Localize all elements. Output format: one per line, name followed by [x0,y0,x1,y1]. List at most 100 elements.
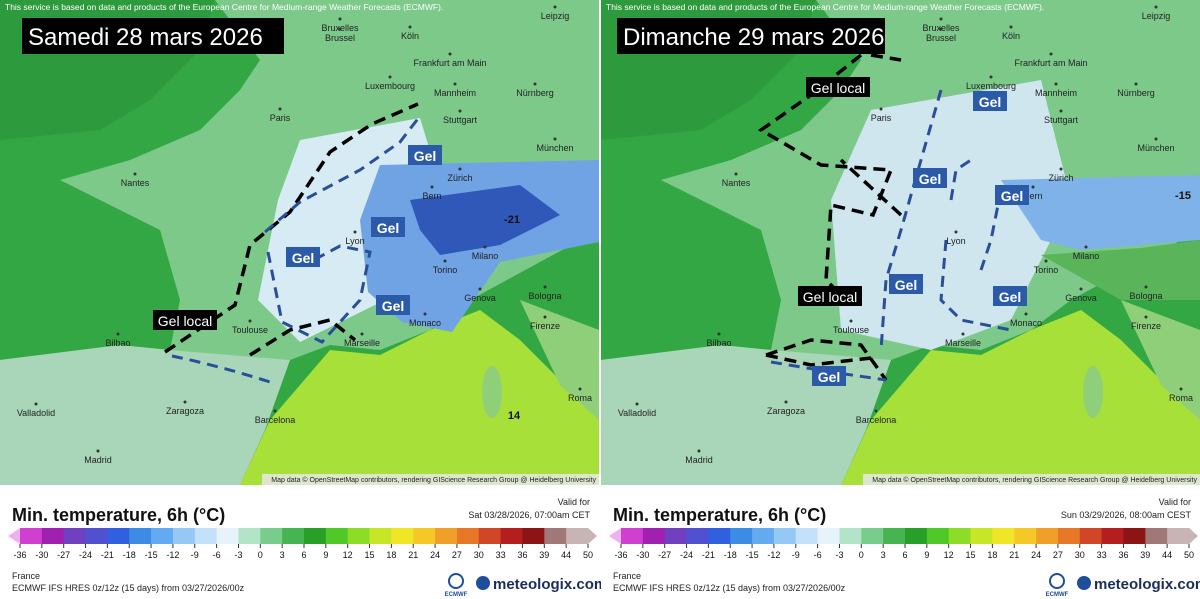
colorbar-segment [1167,528,1190,544]
model-run: ECMWF IFS HRES 0z/12z (15 days) from 03/… [12,583,245,593]
city-label: Köln [1002,31,1020,41]
city-label: Roma [1169,393,1193,403]
city-dot [578,387,582,391]
city-label: Madrid [84,455,112,465]
city-dot [1024,312,1028,316]
colorbar-tick-label: 6 [301,550,306,560]
colorbar-tick-label: 0 [258,550,263,560]
city-label: Mannheim [434,88,476,98]
city-dot [874,409,878,413]
city-label: Zürich [447,173,472,183]
colorbar-tick-label: -24 [79,550,92,560]
colorbar-segment [172,528,196,544]
valid-time: Sat 03/28/2026, 07:00am CET [468,510,590,520]
city-label: Lyon [345,236,364,246]
annotation: Gel [979,94,1002,110]
city-label: Firenze [530,321,560,331]
colorbar-end [609,528,621,544]
colorbar-tick-label: -3 [234,550,242,560]
colorbar-tick-label: -30 [636,550,649,560]
city-dot [1084,245,1088,249]
annotation-box [913,168,947,188]
city-dot [1154,5,1158,9]
colorbar-segment [63,528,87,544]
map-credit: Map data © OpenStreetMap contributors, r… [872,476,1197,484]
city-dot [717,332,721,336]
city-dot [1154,137,1158,141]
city-dot [408,25,412,29]
city-label: Bilbao [706,338,731,348]
city-dot [1059,109,1063,113]
annotation-box [806,77,870,97]
city-dot [635,402,639,406]
colorbar-tick-label: 39 [1140,550,1150,560]
colorbar-segment [839,528,862,544]
city-label: München [536,143,573,153]
frost-boundary [249,318,357,357]
city-dot [954,230,958,234]
isotherm-label: 14 [508,410,521,422]
colorbar-segment [500,528,523,544]
colorbar-segment [1036,528,1059,544]
colorbar-segment [686,528,709,544]
colorbar-segment [795,528,819,544]
colorbar-segment [1145,528,1168,544]
colorbar-tick-label: -9 [792,550,800,560]
colorbar-segment [347,528,371,544]
colorbar-tick-label: -3 [835,550,843,560]
city-label: Marseille [945,338,981,348]
colorbar-tick-label: 24 [430,550,440,560]
colorbar-segment [304,528,327,544]
colorbar-segment [391,528,414,544]
city-label: Barcelona [255,415,296,425]
city-label: Bern [422,191,441,201]
city-label: Mannheim [1035,88,1077,98]
city-label: Monaco [1010,318,1042,328]
colorbar-segment [1079,528,1103,544]
valid-label: Valid for [558,497,590,507]
city-dot [453,82,457,86]
annotation: Gel [895,277,918,293]
city-label: Bologna [528,291,561,301]
annotation: Gel local [803,289,857,305]
city-label: Marseille [344,338,380,348]
colorbar-tick-label: 9 [323,550,328,560]
city-dot [448,52,452,56]
colorbar-tick-label: -24 [680,550,693,560]
colorbar-tick-label: -12 [767,550,780,560]
colorbar-segment [1123,528,1146,544]
colorbar-segment [730,528,753,544]
colorbar-segment [970,528,993,544]
valid-time: Sun 03/29/2026, 08:00am CEST [1061,510,1192,520]
colorbar-tick-label: 44 [561,550,571,560]
colorbar-segment [708,528,731,544]
colorbar-tick-label: 3 [280,550,285,560]
colorbar-tick-label: -27 [57,550,70,560]
colorbar-segment [151,528,174,544]
city-label: Bilbao [105,338,130,348]
colorbar-segment [948,528,972,544]
annotation-box [408,145,442,165]
annotation: Gel [1001,188,1024,204]
city-dot [353,230,357,234]
colorbar-tick-label: 9 [924,550,929,560]
city-label: Luxembourg [365,81,415,91]
annotation-box [812,366,846,386]
city-dot [483,245,487,249]
map-title: Samedi 28 mars 2026 [28,24,263,51]
colorbar-segment [664,528,688,544]
colorbar-tick-label: 18 [987,550,997,560]
city-dot [458,109,462,113]
colorbar-tick-label: -6 [814,550,822,560]
model-run: ECMWF IFS HRES 0z/12z (15 days) from 03/… [613,583,846,593]
annotation: Gel [414,148,437,164]
city-label: Frankfurt am Main [413,58,486,68]
city-dot [458,167,462,171]
city-dot [423,312,427,316]
mild-area [1041,240,1200,300]
title-box [617,18,885,54]
ecmwf-label: ECMWF [1046,592,1069,598]
colorbar-tick-label: 6 [902,550,907,560]
colorbar-segment [478,528,502,544]
